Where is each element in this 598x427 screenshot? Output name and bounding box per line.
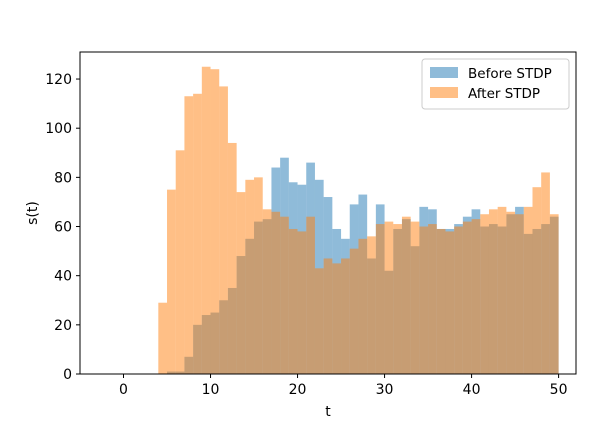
after-stdp-bar bbox=[245, 179, 255, 374]
after-stdp-bar bbox=[210, 69, 220, 374]
after-stdp-bar bbox=[306, 216, 315, 374]
after-stdp-bar bbox=[219, 86, 228, 374]
x-tick-label: 10 bbox=[202, 382, 220, 398]
after-stdp-bar bbox=[532, 187, 542, 374]
after-stdp-bar bbox=[506, 211, 516, 374]
after-stdp-bar bbox=[445, 231, 455, 374]
after-stdp-bar bbox=[193, 93, 202, 375]
after-stdp-bar bbox=[280, 216, 289, 374]
y-tick-label: 20 bbox=[54, 318, 72, 334]
after-stdp-bar bbox=[332, 263, 342, 374]
after-stdp-bar bbox=[271, 211, 281, 374]
legend-box bbox=[421, 58, 570, 110]
after-stdp-bar bbox=[349, 248, 359, 374]
y-axis: 0 20 40 60 80 100 120 bbox=[45, 72, 80, 383]
after-stdp-bar bbox=[201, 66, 211, 374]
x-tick-label: 0 bbox=[119, 382, 128, 398]
after-stdp-bar bbox=[549, 214, 559, 374]
after-stdp-bar bbox=[523, 206, 533, 374]
after-stdp-bar bbox=[175, 150, 185, 374]
after-stdp-bar bbox=[341, 258, 350, 374]
legend-swatch-after-stdp bbox=[430, 87, 458, 98]
after-stdp-bar bbox=[488, 209, 498, 374]
x-tick-label: 40 bbox=[463, 382, 481, 398]
y-tick-label: 60 bbox=[54, 220, 72, 236]
after-stdp-bar bbox=[262, 209, 272, 374]
after-stdp-bar bbox=[410, 221, 420, 374]
after-stdp-bar bbox=[419, 226, 429, 374]
after-stdp-bar bbox=[288, 228, 298, 374]
after-stdp-bar bbox=[375, 224, 385, 374]
legend-label-after-stdp: After STDP bbox=[468, 86, 540, 102]
after-stdp-bar bbox=[236, 192, 246, 374]
after-stdp-bar bbox=[497, 206, 507, 374]
after-stdp-bar bbox=[393, 224, 402, 374]
after-stdp-bar bbox=[184, 96, 194, 375]
x-tick-label: 30 bbox=[376, 382, 394, 398]
x-axis-label: t bbox=[325, 404, 331, 420]
after-stdp-bar bbox=[480, 214, 489, 374]
plot-frame bbox=[79, 51, 577, 375]
after-stdp-bar bbox=[515, 214, 524, 374]
y-axis-label: s(t) bbox=[25, 201, 41, 225]
after-stdp-bar bbox=[167, 189, 176, 374]
after-stdp-bar bbox=[471, 219, 481, 374]
after-stdp-bar bbox=[541, 172, 550, 374]
y-tick-label: 120 bbox=[45, 72, 72, 88]
after-stdp-series bbox=[158, 66, 559, 375]
x-tick-label: 50 bbox=[550, 382, 568, 398]
y-tick-label: 100 bbox=[45, 121, 72, 137]
legend-swatch-before-stdp bbox=[430, 67, 458, 78]
after-stdp-bar bbox=[358, 238, 368, 374]
y-tick-label: 0 bbox=[63, 367, 72, 383]
after-stdp-bar bbox=[462, 221, 472, 374]
after-stdp-bar bbox=[428, 224, 437, 374]
after-stdp-bar bbox=[227, 142, 237, 374]
legend-label-before-stdp: Before STDP bbox=[468, 66, 552, 82]
after-stdp-bar bbox=[297, 231, 307, 374]
after-stdp-bar bbox=[314, 268, 324, 374]
after-stdp-bar bbox=[158, 302, 168, 374]
y-tick-label: 40 bbox=[54, 269, 72, 285]
x-axis: 0 10 20 30 40 50 bbox=[119, 374, 568, 398]
after-stdp-bar bbox=[384, 221, 394, 374]
after-stdp-bar bbox=[401, 216, 411, 374]
y-tick-label: 80 bbox=[54, 170, 72, 186]
after-stdp-bar bbox=[367, 236, 376, 374]
after-stdp-bar bbox=[436, 228, 446, 374]
after-stdp-bar bbox=[323, 258, 333, 374]
legend: Before STDP After STDP bbox=[421, 58, 570, 110]
after-stdp-bar bbox=[454, 226, 463, 374]
x-tick-label: 20 bbox=[289, 382, 307, 398]
after-stdp-bar bbox=[254, 177, 263, 374]
